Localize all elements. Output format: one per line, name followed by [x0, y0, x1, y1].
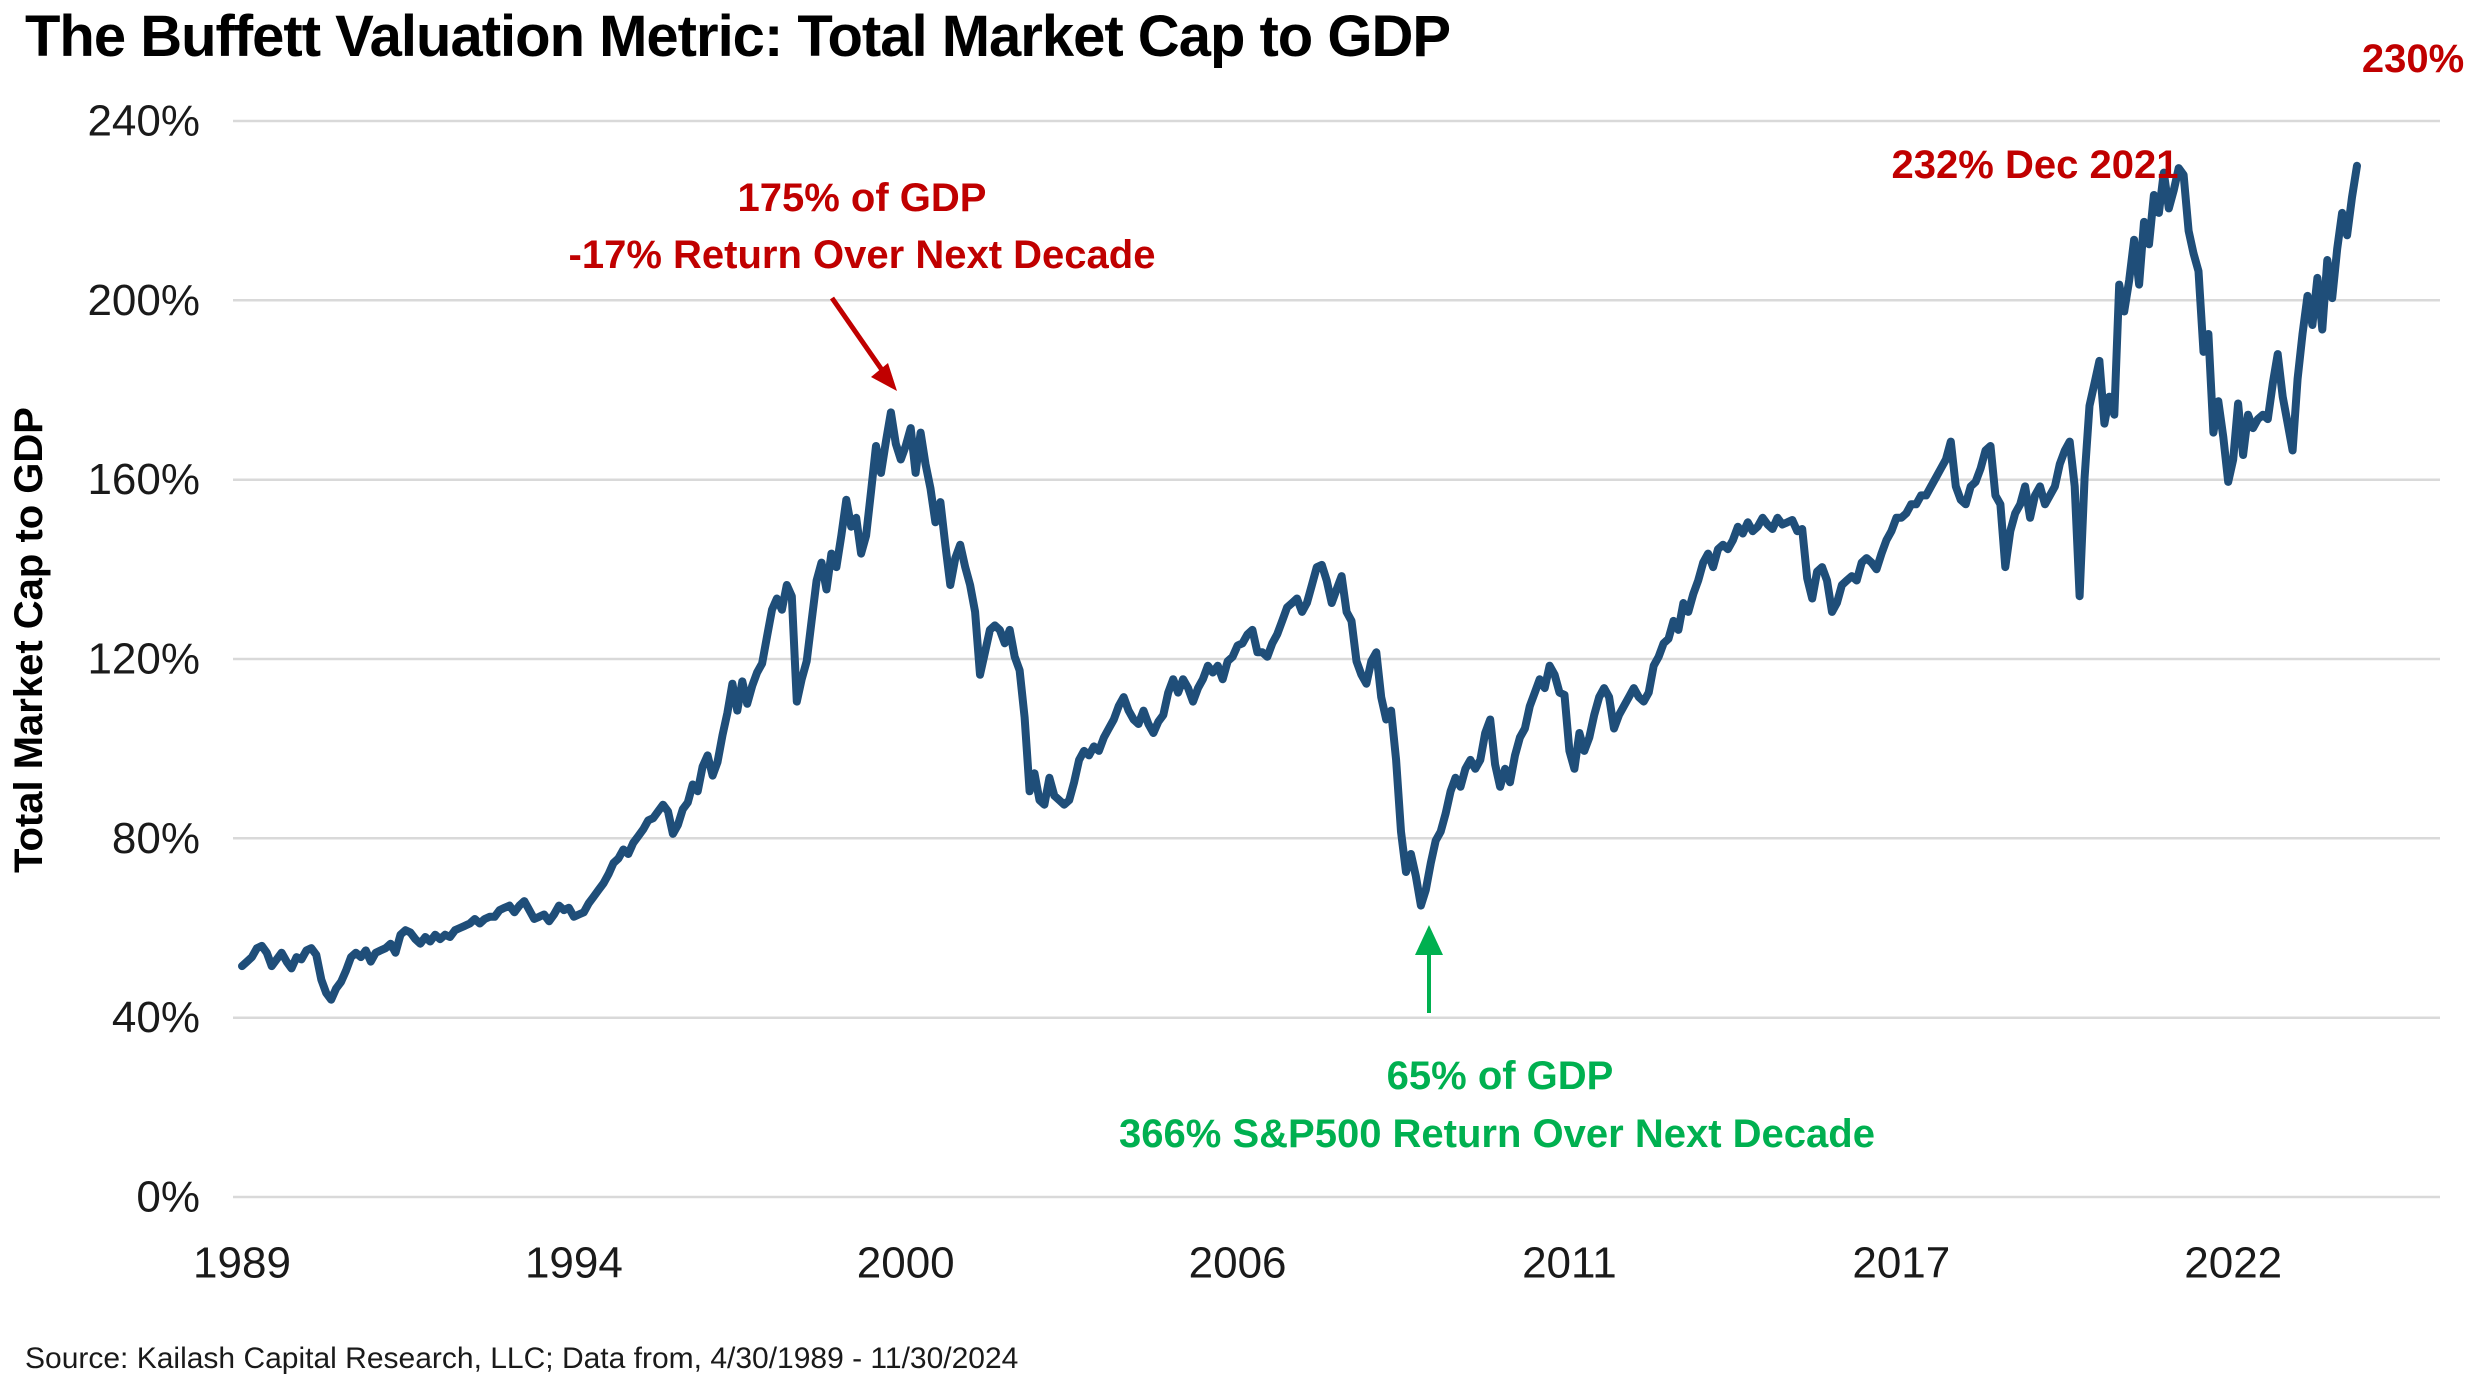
- y-tick-label: 0%: [136, 1173, 200, 1222]
- market-cap-to-gdp-line: [238, 161, 2361, 1004]
- annotation-peak-2000-line2: -17% Return Over Next Decade: [569, 233, 1156, 277]
- x-tick-label: 1994: [525, 1239, 623, 1288]
- y-tick-label: 80%: [112, 814, 200, 863]
- red-arrow: [829, 296, 885, 372]
- x-tick-label: 2006: [1189, 1239, 1287, 1288]
- annotation-trough-2009-line2: 366% S&P500 Return Over Next Decade: [1119, 1112, 1875, 1156]
- x-tick-label: 2011: [1522, 1239, 1617, 1288]
- y-tick-label: 240%: [87, 97, 200, 146]
- source-note: Source: Kailash Capital Research, LLC; D…: [25, 1342, 1018, 1375]
- y-tick-label: 120%: [87, 635, 200, 684]
- annotation-latest-value: 230%: [2362, 37, 2464, 81]
- x-tick-label: 2022: [2184, 1239, 2282, 1288]
- x-tick-label: 2017: [1852, 1239, 1950, 1288]
- green-arrowhead-icon: [1415, 925, 1443, 955]
- x-tick-label: 1989: [193, 1239, 291, 1288]
- y-tick-label: 40%: [112, 993, 200, 1042]
- y-tick-label: 200%: [87, 276, 200, 325]
- y-axis-title: Total Market Cap to GDP: [7, 407, 51, 873]
- annotation-peak-2000-line1: 175% of GDP: [738, 176, 987, 220]
- axis-labels-layer: 0% 40% 80% 120% 160% 200% 240% 1989 1994 2000 2006…: [87, 97, 2282, 1288]
- annotation-dec-2021: 232% Dec 2021: [1892, 143, 2179, 187]
- red-arrowhead-icon: [871, 363, 897, 391]
- page-title: The Buffett Valuation Metric: Total Mark…: [25, 4, 1450, 69]
- x-tick-label: 2000: [857, 1239, 955, 1288]
- gridlines-layer: [233, 119, 2440, 1199]
- series-layer: [238, 161, 2361, 1004]
- annotation-trough-2009-line1: 65% of GDP: [1387, 1054, 1614, 1098]
- y-tick-label: 160%: [87, 455, 200, 504]
